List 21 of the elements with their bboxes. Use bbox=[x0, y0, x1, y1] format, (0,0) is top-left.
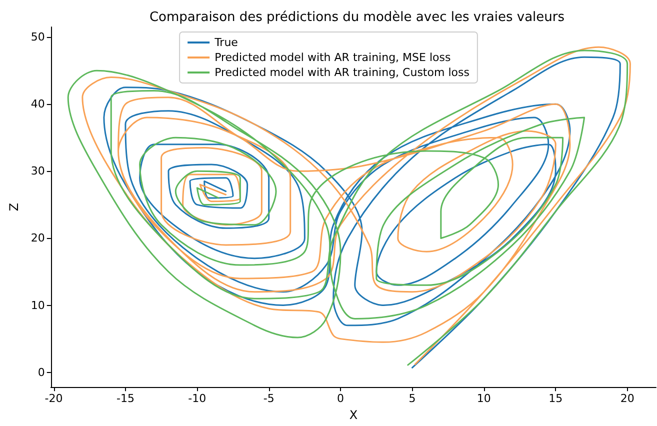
x-tick-label: 0 bbox=[337, 392, 344, 406]
x-tick-label: -5 bbox=[263, 392, 274, 406]
y-tick-label: 10 bbox=[30, 298, 45, 312]
legend-label: Predicted model with AR training, MSE loss bbox=[214, 51, 451, 64]
legend-label: True bbox=[214, 36, 238, 49]
chart-title: Comparaison des prédictions du modèle avec les vraies valeurs bbox=[149, 10, 565, 25]
y-tick-label: 50 bbox=[30, 30, 45, 44]
x-tick-label: 5 bbox=[408, 392, 416, 406]
x-tick-label: -20 bbox=[44, 392, 63, 406]
y-tick-label: 0 bbox=[38, 366, 45, 379]
y-tick-label: 40 bbox=[30, 98, 45, 111]
y-axis-title: Z bbox=[7, 202, 21, 212]
x-tick-label: 10 bbox=[476, 392, 491, 406]
x-tick-label: -10 bbox=[188, 392, 206, 406]
x-tick-label: 15 bbox=[548, 392, 563, 406]
y-tick-label: 20 bbox=[30, 232, 45, 245]
x-tick-label: 20 bbox=[620, 392, 634, 406]
y-tick-label: 30 bbox=[30, 164, 45, 178]
x-axis-title: X bbox=[349, 408, 358, 422]
legend-label: Predicted model with AR training, Custom loss bbox=[214, 66, 470, 79]
x-tick-label: -15 bbox=[116, 392, 134, 406]
